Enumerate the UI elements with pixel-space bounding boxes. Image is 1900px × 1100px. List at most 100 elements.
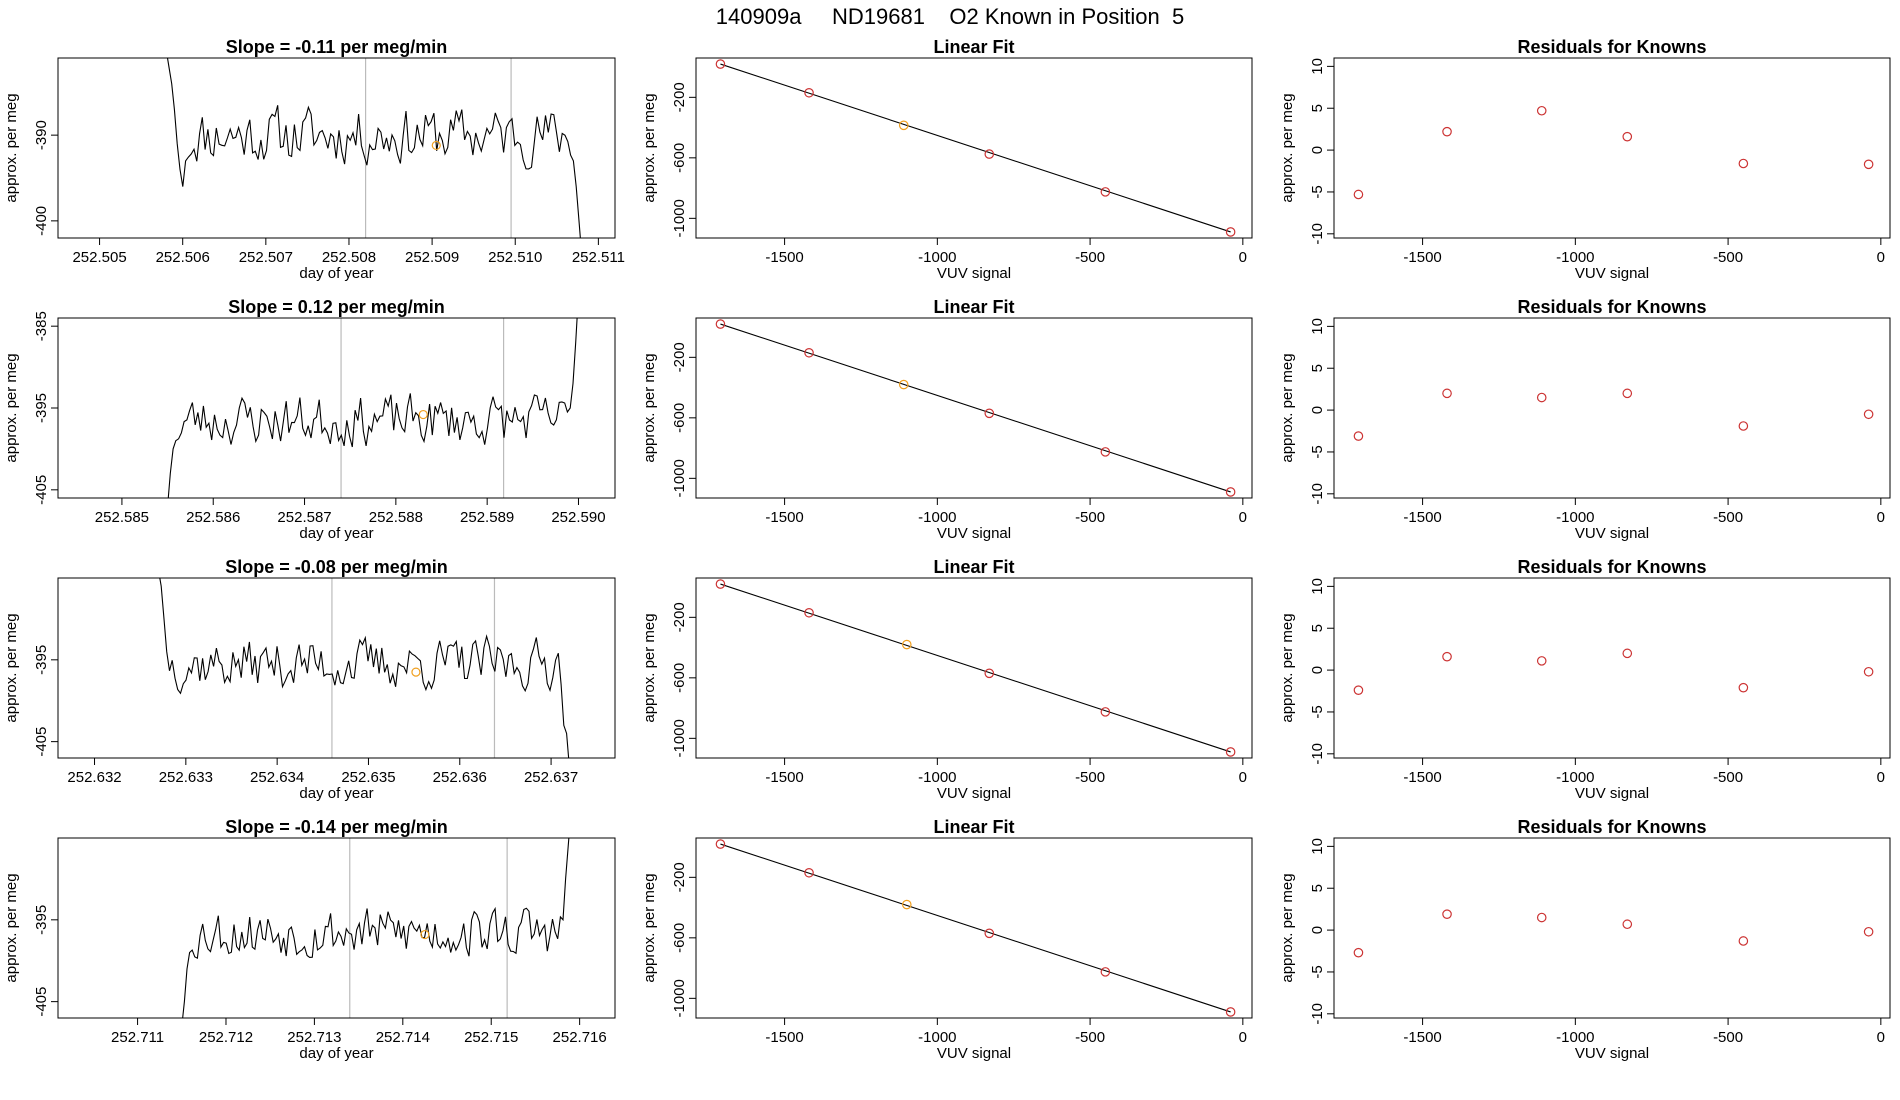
plot-frame — [1333, 577, 1891, 759]
x-tick-label: 252.509 — [405, 249, 459, 266]
data-point — [1442, 909, 1452, 919]
x-tick-label: 252.712 — [199, 1029, 253, 1046]
data-point — [1738, 158, 1749, 169]
panel-1-2: Linear Fit-1500 -1000 -500 0-200-600-1000VU… — [641, 37, 1253, 282]
x-tick-label: 252.511 — [572, 249, 625, 266]
data-point — [1353, 947, 1364, 958]
y-tick-label: -5 — [1309, 965, 1326, 978]
mean-marker-point — [431, 140, 441, 151]
plot-frame — [57, 837, 616, 1019]
y-axis-label: approx. per meg — [3, 93, 20, 202]
fit-line — [720, 843, 1231, 1013]
panel-title: Linear Fit — [933, 557, 1014, 577]
panel-title: Residuals for Knowns — [1517, 297, 1706, 317]
data-point — [901, 639, 912, 650]
y-axis-label: approx. per meg — [3, 353, 20, 462]
x-tick-label: -1500 — [765, 249, 803, 266]
y-tick-label: -395 — [33, 645, 50, 675]
y-tick-label: 10 — [1309, 58, 1326, 75]
data-point — [804, 87, 814, 98]
y-tick-label: -600 — [671, 923, 688, 953]
x-tick-label: -1000 — [918, 509, 956, 526]
x-tick-label: 252.716 — [553, 1029, 607, 1046]
plot-frame — [1333, 317, 1891, 499]
plot-frame — [1333, 837, 1891, 1019]
x-tick-label: -500 — [1713, 1029, 1743, 1046]
x-tick-label: -1000 — [1556, 769, 1594, 786]
data-point — [1442, 651, 1452, 662]
panel-3-3: Residuals for Knowns -1500 -1000 -500 0 10 5 0 -… — [1279, 557, 1891, 802]
plot-frame — [695, 57, 1253, 239]
panel-1-1: Slope = -0.11 per meg/min 252.505 252.506 2… — [3, 37, 625, 282]
y-tick-label: -600 — [671, 663, 688, 693]
data-point — [1353, 189, 1364, 200]
x-axis-label: day of year — [299, 265, 373, 282]
data-point — [1863, 409, 1874, 420]
y-axis-label: approx. per meg — [1279, 873, 1296, 982]
x-tick-label: -500 — [1075, 249, 1105, 266]
panel-2-3: Residuals for Knowns -1500 -1000 -500 0 10 5 0 -… — [1279, 297, 1891, 542]
x-tick-label: 0 — [1239, 509, 1247, 526]
x-axis-label: day of year — [299, 785, 373, 802]
plot-area — [715, 839, 1236, 1017]
x-tick-label: -1500 — [1403, 1029, 1441, 1046]
x-tick-label: 252.505 — [72, 249, 126, 266]
panel-title: Residuals for Knowns — [1517, 817, 1706, 837]
data-point — [1353, 685, 1364, 695]
y-tick-label: -200 — [671, 862, 688, 892]
x-tick-label: 252.588 — [369, 509, 423, 526]
data-point — [715, 839, 726, 849]
data-point — [804, 347, 814, 358]
x-tick-label: -1500 — [1403, 769, 1441, 786]
x-tick-label: -1500 — [765, 769, 803, 786]
y-tick-label: -10 — [1309, 743, 1326, 765]
panel-1-3: Residuals for Knowns -1500 -1000 -500 0 10 5 0 -… — [1279, 37, 1891, 282]
x-tick-label: 252.506 — [156, 249, 210, 266]
y-tick-label: -1000 — [671, 199, 688, 237]
data-point — [898, 379, 909, 390]
y-tick-label: -600 — [671, 143, 688, 173]
y-tick-label: 10 — [1309, 318, 1326, 335]
panel-2-2: Linear Fit-1500 -1000 -500 0-200-600-1000VU… — [641, 297, 1253, 542]
x-tick-label: 252.586 — [186, 509, 240, 526]
plot-frame — [695, 837, 1253, 1019]
y-tick-label: 5 — [1309, 884, 1326, 892]
x-tick-label: -1500 — [765, 509, 803, 526]
data-point — [1442, 126, 1452, 137]
fit-line — [720, 63, 1231, 233]
y-tick-label: 0 — [1309, 406, 1326, 414]
plot-area — [159, 578, 570, 758]
panel-4-1: Slope = -0.14 per meg/min 252.711 252.712 2… — [3, 817, 616, 1062]
data-series-line — [167, 318, 578, 498]
x-tick-label: 252.714 — [376, 1029, 430, 1046]
y-tick-label: -600 — [671, 403, 688, 433]
data-point — [1536, 912, 1547, 923]
y-tick-label: 5 — [1309, 104, 1326, 112]
panel-title: Linear Fit — [933, 37, 1014, 57]
plot-frame — [57, 577, 616, 759]
data-point — [1622, 131, 1633, 142]
x-tick-label: 252.587 — [277, 509, 331, 526]
data-point — [1225, 1007, 1236, 1017]
plot-area — [182, 838, 570, 1018]
y-tick-label: -200 — [671, 342, 688, 372]
y-tick-label: -395 — [33, 905, 50, 935]
x-tick-label: -500 — [1075, 1029, 1105, 1046]
data-point — [1738, 936, 1749, 946]
x-tick-label: 252.589 — [460, 509, 514, 526]
y-tick-label: -1000 — [671, 459, 688, 497]
y-tick-label: -405 — [33, 475, 50, 505]
data-point — [1225, 747, 1236, 757]
plot-area — [167, 318, 578, 498]
x-axis-label: day of year — [299, 1045, 373, 1062]
x-tick-label: 0 — [1877, 1029, 1885, 1046]
data-point — [1863, 159, 1874, 170]
y-tick-label: -405 — [33, 727, 50, 757]
y-tick-label: -10 — [1309, 1003, 1326, 1025]
data-point — [715, 59, 726, 69]
y-tick-label: 0 — [1309, 146, 1326, 154]
y-tick-label: -10 — [1309, 483, 1326, 505]
data-point — [804, 867, 814, 878]
y-axis-label: approx. per meg — [3, 873, 20, 982]
